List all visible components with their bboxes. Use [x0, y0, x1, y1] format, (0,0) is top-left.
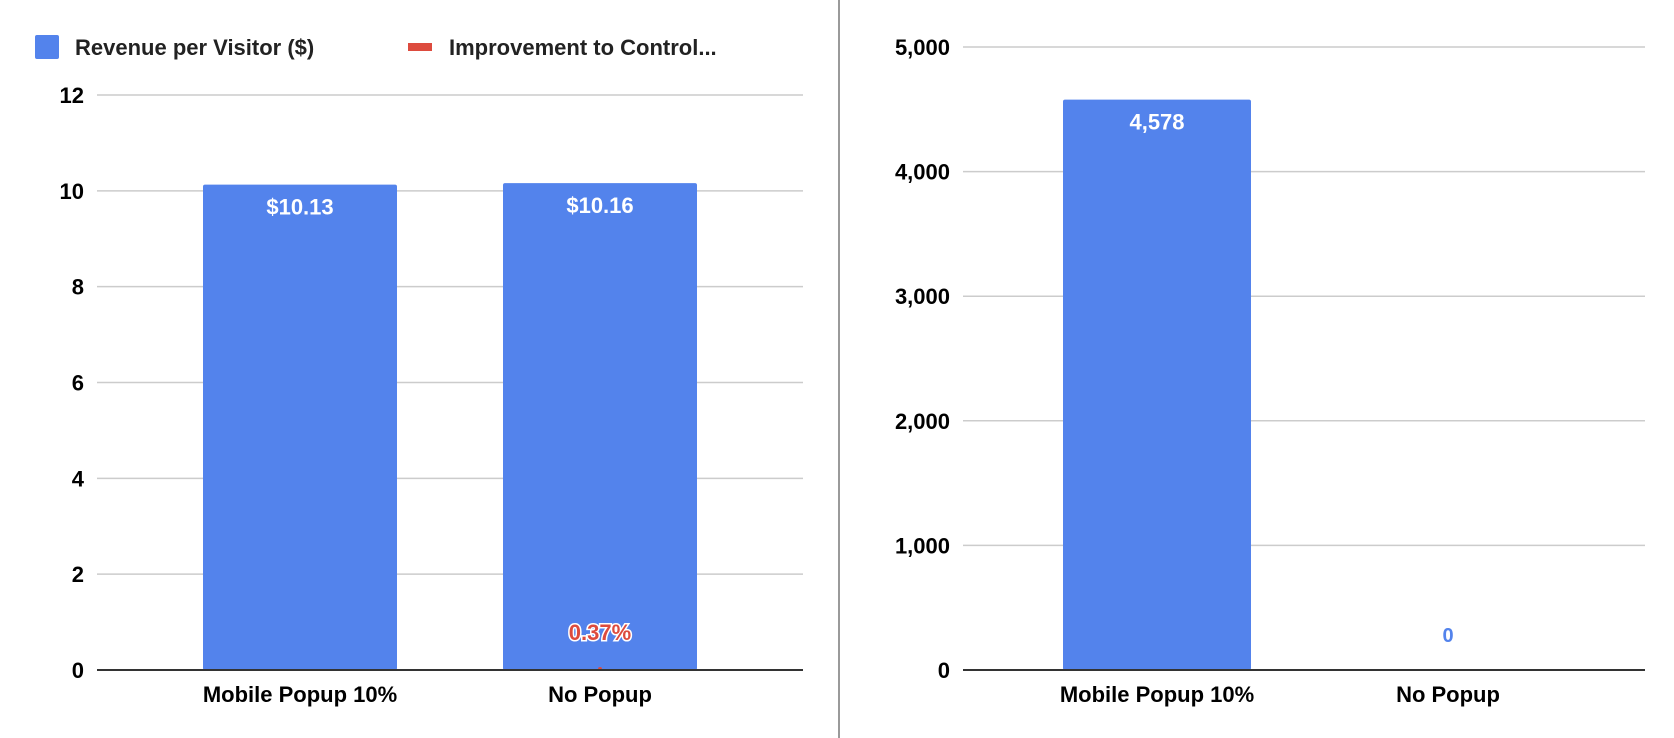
y-tick-label: 4,000 [895, 160, 950, 185]
y-tick-label: 0 [938, 658, 950, 683]
data-label: 0.37% [569, 620, 631, 645]
data-label: 4,578 [1129, 110, 1184, 135]
legend-swatch-improvement [408, 43, 432, 51]
legend-swatch-revenue [35, 35, 59, 59]
legend-label-improvement: Improvement to Control... [449, 35, 717, 60]
y-tick-label: 2,000 [895, 409, 950, 434]
y-tick-label: 0 [72, 658, 84, 683]
y-tick-label: 12 [60, 83, 84, 108]
bar [203, 184, 397, 670]
y-tick-label: 1,000 [895, 533, 950, 558]
x-tick-label: Mobile Popup 10% [203, 682, 397, 707]
y-tick-label: 4 [72, 466, 85, 491]
x-tick-label: Mobile Popup 10% [1060, 682, 1254, 707]
y-tick-label: 3,000 [895, 284, 950, 309]
y-tick-label: 2 [72, 562, 84, 587]
data-label: $10.16 [566, 193, 633, 218]
data-label: $10.13 [266, 195, 333, 220]
y-tick-label: 6 [72, 371, 84, 396]
x-tick-label: No Popup [1396, 682, 1500, 707]
bar [503, 183, 697, 670]
legend-label-revenue: Revenue per Visitor ($) [75, 35, 314, 60]
bar [1063, 99, 1251, 671]
panel-divider [838, 0, 840, 738]
data-label: 0 [1442, 625, 1453, 647]
y-tick-label: 10 [60, 179, 84, 204]
y-tick-label: 5,000 [895, 35, 950, 60]
y-tick-label: 8 [72, 275, 84, 300]
x-tick-label: No Popup [548, 682, 652, 707]
